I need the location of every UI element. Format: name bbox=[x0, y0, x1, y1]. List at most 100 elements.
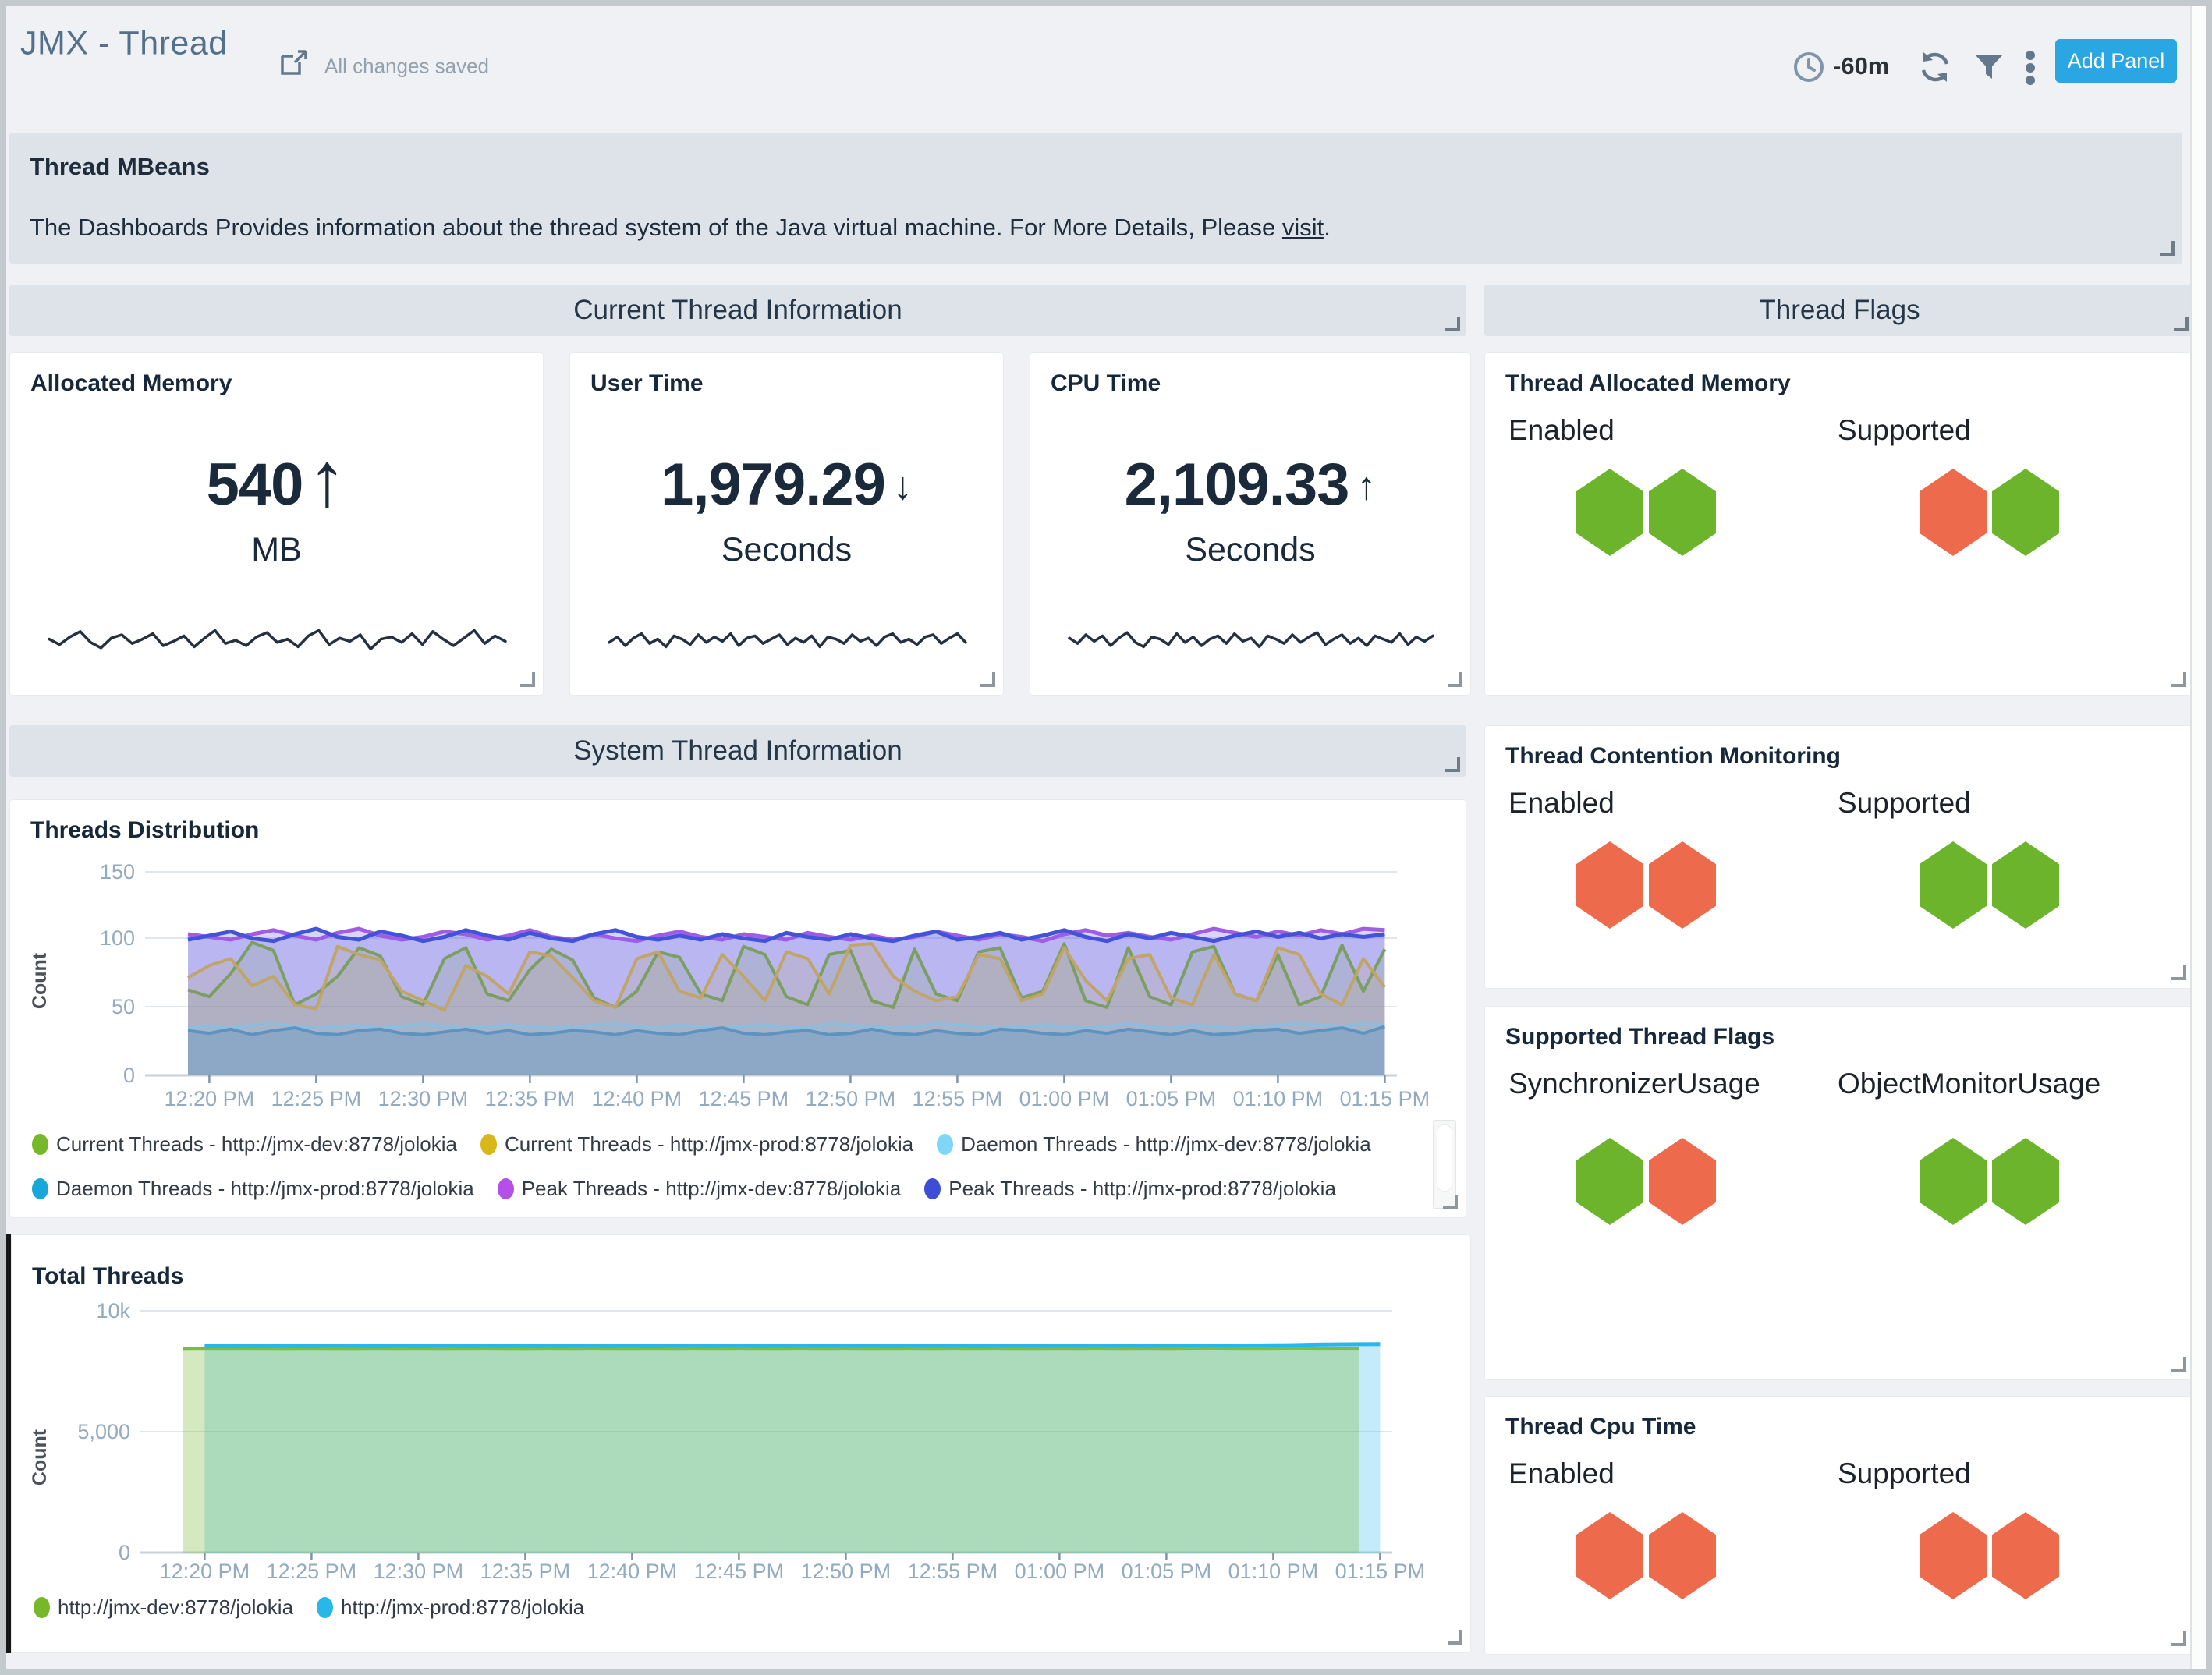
metric-value: 540 bbox=[206, 451, 304, 518]
svg-text:12:50 PM: 12:50 PM bbox=[806, 1087, 896, 1110]
share-icon[interactable] bbox=[278, 47, 309, 78]
save-status: All changes saved bbox=[324, 54, 490, 78]
refresh-icon[interactable] bbox=[1917, 49, 1953, 85]
svg-text:12:40 PM: 12:40 PM bbox=[587, 1560, 678, 1583]
legend-label: Peak Threads - http://jmx-dev:8778/jolok… bbox=[521, 1177, 902, 1200]
svg-text:01:15 PM: 01:15 PM bbox=[1335, 1560, 1426, 1583]
legend-item[interactable]: Peak Threads - http://jmx-dev:8778/jolok… bbox=[497, 1177, 902, 1201]
svg-text:10k: 10k bbox=[96, 1299, 130, 1323]
sparkline bbox=[48, 629, 507, 650]
total-threads-legend: http://jmx-dev:8778/jolokia http://jmx-pr… bbox=[34, 1595, 584, 1620]
svg-text:01:10 PM: 01:10 PM bbox=[1228, 1560, 1319, 1583]
threads-distribution-chart[interactable]: 0 50 100 150 Count 12:20 PM 12:25 PM 12:30 PM 12… bbox=[10, 800, 1466, 1135]
legend-dot-icon bbox=[317, 1597, 334, 1618]
status-hexagon-orange bbox=[1649, 1138, 1716, 1225]
resize-handle[interactable] bbox=[1445, 757, 1460, 772]
resize-handle[interactable] bbox=[980, 672, 995, 687]
svg-text:50: 50 bbox=[112, 995, 135, 1018]
panel-thread-contention-monitoring: Thread Contention Monitoring Enabled Supp… bbox=[1484, 725, 2195, 989]
resize-handle[interactable] bbox=[1448, 1630, 1462, 1645]
svg-text:01:00 PM: 01:00 PM bbox=[1019, 1087, 1110, 1110]
legend-dot-icon bbox=[32, 1178, 48, 1199]
legend-label: Current Threads - http://jmx-dev:8778/jo… bbox=[56, 1132, 457, 1156]
visit-link[interactable]: visit bbox=[1281, 214, 1324, 241]
svg-text:12:40 PM: 12:40 PM bbox=[592, 1087, 682, 1110]
panel-supported-thread-flags: Supported Thread Flags SynchronizerUsage… bbox=[1484, 1006, 2195, 1380]
resize-handle[interactable] bbox=[2171, 965, 2186, 980]
metric-value: 1,979.29 bbox=[661, 451, 886, 518]
resize-handle[interactable] bbox=[1443, 1195, 1458, 1209]
svg-text:01:05 PM: 01:05 PM bbox=[1122, 1560, 1212, 1583]
resize-handle[interactable] bbox=[520, 672, 535, 687]
add-panel-button[interactable]: Add Panel bbox=[2055, 39, 2177, 83]
legend-scrollbar[interactable] bbox=[1433, 1120, 1456, 1209]
svg-text:12:55 PM: 12:55 PM bbox=[908, 1560, 998, 1583]
resize-handle[interactable] bbox=[2171, 1357, 2186, 1372]
panel-selected-edge bbox=[6, 1234, 11, 1653]
legend-label: http://jmx-dev:8778/jolokia bbox=[58, 1595, 294, 1619]
status-hexagon-green bbox=[1576, 469, 1643, 556]
svg-text:12:25 PM: 12:25 PM bbox=[267, 1560, 357, 1583]
total-threads-chart[interactable]: 0 5,000 10k Count 12:20 PM 12:25 PM 12:30 PM 12… bbox=[12, 1235, 1470, 1586]
page-title: JMX - Thread bbox=[20, 24, 228, 62]
threads-distribution-legend: Current Threads - http://jmx-dev:8778/jo… bbox=[32, 1132, 1371, 1201]
legend-label: Daemon Threads - http://jmx-dev:8778/jol… bbox=[961, 1132, 1371, 1156]
status-hexagon-orange bbox=[1992, 1512, 2059, 1599]
flag-group-label: Enabled bbox=[1508, 787, 1615, 819]
mbeans-description: The Dashboards Provides information abou… bbox=[30, 214, 1331, 241]
resize-handle[interactable] bbox=[1445, 317, 1460, 331]
svg-text:12:45 PM: 12:45 PM bbox=[699, 1087, 789, 1110]
kebab-menu-icon[interactable] bbox=[2025, 50, 2036, 86]
svg-text:Count: Count bbox=[29, 952, 51, 1009]
svg-text:Count: Count bbox=[29, 1429, 51, 1486]
flag-group-label: Enabled bbox=[1508, 1457, 1615, 1489]
clock-icon[interactable] bbox=[1792, 51, 1825, 83]
resize-handle[interactable] bbox=[2160, 241, 2175, 256]
legend-item[interactable]: Current Threads - http://jmx-prod:8778/j… bbox=[480, 1132, 913, 1156]
panel-threads-distribution: Threads Distribution 0 50 100 150 Count 12:20… bbox=[9, 799, 1466, 1218]
legend-label: Current Threads - http://jmx-prod:8778/j… bbox=[504, 1132, 914, 1156]
sparkline bbox=[608, 632, 967, 649]
section-system-thread-info: System Thread Information bbox=[9, 725, 1466, 777]
resize-handle[interactable] bbox=[2171, 1631, 2186, 1646]
svg-text:100: 100 bbox=[100, 926, 135, 950]
resize-handle[interactable] bbox=[1448, 672, 1462, 687]
svg-text:12:20 PM: 12:20 PM bbox=[160, 1560, 250, 1583]
svg-text:0: 0 bbox=[123, 1064, 135, 1087]
flag-group-label: Supported bbox=[1838, 787, 1971, 819]
flag-group-label: SynchronizerUsage bbox=[1508, 1068, 1760, 1100]
resize-handle[interactable] bbox=[2174, 317, 2189, 331]
legend-dot-icon bbox=[497, 1178, 514, 1199]
legend-item[interactable]: Current Threads - http://jmx-dev:8778/jo… bbox=[32, 1132, 457, 1156]
status-hexagon-orange bbox=[1649, 1512, 1716, 1599]
svg-text:12:25 PM: 12:25 PM bbox=[271, 1087, 362, 1110]
legend-item[interactable]: Daemon Threads - http://jmx-dev:8778/jol… bbox=[937, 1132, 1371, 1156]
metric-unit: Seconds bbox=[1185, 531, 1316, 568]
status-hexagon-orange bbox=[1576, 841, 1643, 929]
legend-label: http://jmx-prod:8778/jolokia bbox=[341, 1595, 585, 1619]
svg-text:5,000: 5,000 bbox=[77, 1420, 130, 1443]
sparkline bbox=[1068, 631, 1434, 649]
status-hexagon-green bbox=[1649, 469, 1716, 556]
legend-label: Peak Threads - http://jmx-prod:8778/jolo… bbox=[948, 1177, 1336, 1200]
legend-item[interactable]: http://jmx-prod:8778/jolokia bbox=[317, 1595, 584, 1620]
legend-item[interactable]: Peak Threads - http://jmx-prod:8778/jolo… bbox=[924, 1177, 1336, 1201]
page-scrollbar[interactable] bbox=[2190, 6, 2206, 1669]
status-hexagon-green bbox=[1576, 1138, 1643, 1225]
panel-thread-cpu-time: Thread Cpu Time Enabled Supported bbox=[1484, 1396, 2195, 1655]
filter-icon[interactable] bbox=[1972, 51, 2006, 84]
flag-group-label: Enabled bbox=[1508, 414, 1615, 446]
status-hexagon-green bbox=[1992, 1138, 2059, 1225]
legend-item[interactable]: Daemon Threads - http://jmx-prod:8778/jo… bbox=[32, 1177, 474, 1201]
metric-unit: MB bbox=[251, 531, 302, 568]
legend-dot-icon bbox=[34, 1597, 50, 1618]
time-range-picker[interactable]: -60m bbox=[1833, 52, 1890, 80]
flag-group-label: Supported bbox=[1838, 414, 1971, 446]
legend-dot-icon bbox=[32, 1134, 48, 1155]
resize-handle[interactable] bbox=[2171, 672, 2186, 687]
legend-dot-icon bbox=[480, 1134, 497, 1155]
svg-text:01:05 PM: 01:05 PM bbox=[1126, 1087, 1217, 1110]
section-thread-flags: Thread Flags bbox=[1484, 285, 2195, 336]
legend-item[interactable]: http://jmx-dev:8778/jolokia bbox=[34, 1595, 293, 1620]
